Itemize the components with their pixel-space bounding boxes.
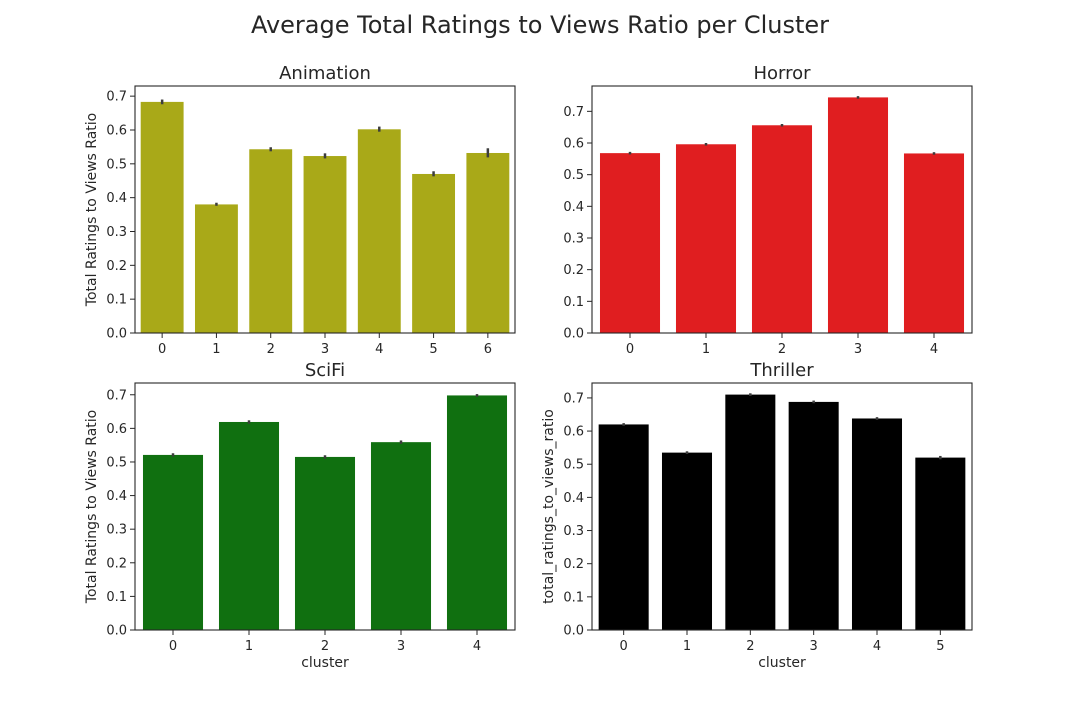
x-tick-label-scifi: 1 bbox=[245, 639, 253, 654]
x-tick-label-thriller: 0 bbox=[620, 639, 628, 654]
subplot-title-scifi: SciFi bbox=[305, 360, 345, 381]
y-tick-label-scifi: 0.0 bbox=[106, 624, 127, 639]
x-tick-label-horror: 0 bbox=[626, 342, 634, 357]
x-tick-label-horror: 2 bbox=[778, 342, 786, 357]
y-tick-label-thriller: 0.7 bbox=[563, 391, 584, 406]
x-tick-label-horror: 3 bbox=[854, 342, 862, 357]
y-tick-label-scifi: 0.2 bbox=[106, 556, 127, 571]
y-tick-label-horror: 0.4 bbox=[563, 200, 584, 215]
subplot-grid: 0.0 0.1 0.2 0.3 0.4 0.5 0.6 0.7 0 1 2 3 4 5 6 Animation… bbox=[84, 63, 973, 671]
y-tick-label-horror: 0.5 bbox=[563, 168, 584, 183]
x-tick-label-thriller: 1 bbox=[683, 639, 691, 654]
y-tick-label-animation: 0.4 bbox=[106, 191, 127, 206]
bar-thriller-4 bbox=[851, 418, 903, 630]
y-tick-label-scifi: 0.6 bbox=[106, 422, 127, 437]
x-axis-label-scifi: cluster bbox=[301, 655, 349, 671]
bar-animation-3 bbox=[303, 156, 347, 333]
y-tick-label-animation: 0.7 bbox=[106, 90, 127, 105]
y-tick-label-thriller: 0.2 bbox=[563, 557, 584, 572]
bar-horror-3 bbox=[827, 97, 889, 334]
bar-scifi-1 bbox=[218, 421, 280, 630]
y-axis-label-animation: Total Ratings to Views Ratio bbox=[84, 113, 100, 307]
x-axis-label-thriller: cluster bbox=[758, 655, 806, 671]
y-tick-label-scifi: 0.4 bbox=[106, 489, 127, 504]
y-axis-label-scifi: Total Ratings to Views Ratio bbox=[84, 410, 100, 604]
y-tick-label-animation: 0.0 bbox=[106, 327, 127, 342]
y-tick-label-horror: 0.7 bbox=[563, 105, 584, 120]
y-tick-label-horror: 0.2 bbox=[563, 263, 584, 278]
x-tick-label-animation: 1 bbox=[212, 342, 220, 357]
y-tick-label-horror: 0.1 bbox=[563, 295, 584, 310]
bar-scifi-2 bbox=[294, 456, 356, 630]
bar-thriller-3 bbox=[788, 401, 839, 630]
y-tick-label-animation: 0.5 bbox=[106, 157, 127, 172]
y-tick-label-thriller: 0.3 bbox=[563, 524, 584, 539]
y-tick-label-scifi: 0.1 bbox=[106, 590, 127, 605]
y-tick-label-animation: 0.1 bbox=[106, 293, 127, 308]
bar-horror-4 bbox=[903, 153, 965, 333]
y-tick-label-thriller: 0.0 bbox=[563, 624, 584, 639]
bar-scifi-0 bbox=[142, 454, 204, 630]
bar-scifi-4 bbox=[446, 395, 508, 630]
x-tick-label-thriller: 5 bbox=[936, 639, 944, 654]
bar-animation-4 bbox=[357, 129, 401, 333]
x-tick-label-horror: 1 bbox=[702, 342, 710, 357]
y-tick-label-horror: 0.6 bbox=[563, 137, 584, 152]
figure-title: Average Total Ratings to Views Ratio per… bbox=[251, 11, 829, 39]
subplot-title-horror: Horror bbox=[753, 63, 811, 84]
panel-scifi: 0.0 0.1 0.2 0.3 0.4 0.5 0.6 0.7 0 1 2 3 4 SciFi Total … bbox=[84, 360, 516, 671]
bar-thriller-1 bbox=[661, 452, 713, 630]
y-tick-label-thriller: 0.4 bbox=[563, 491, 584, 506]
bar-animation-6 bbox=[466, 152, 510, 333]
bar-animation-5 bbox=[412, 173, 456, 333]
x-tick-label-thriller: 4 bbox=[873, 639, 881, 654]
x-tick-label-horror: 4 bbox=[930, 342, 938, 357]
panel-thriller: 0.0 0.1 0.2 0.3 0.4 0.5 0.6 0.7 0 1 2 3 4 5 Thriller to… bbox=[541, 360, 973, 671]
x-tick-label-scifi: 0 bbox=[169, 639, 177, 654]
y-tick-label-scifi: 0.5 bbox=[106, 455, 127, 470]
bar-horror-2 bbox=[751, 125, 813, 334]
x-tick-label-animation: 3 bbox=[321, 342, 329, 357]
subplot-title-animation: Animation bbox=[279, 63, 371, 84]
y-tick-label-animation: 0.2 bbox=[106, 259, 127, 274]
y-tick-label-animation: 0.3 bbox=[106, 225, 127, 240]
y-tick-label-horror: 0.3 bbox=[563, 232, 584, 247]
bar-scifi-3 bbox=[370, 442, 432, 630]
x-tick-label-animation: 5 bbox=[429, 342, 437, 357]
axes-frame-thriller bbox=[591, 382, 973, 631]
y-tick-label-thriller: 0.5 bbox=[563, 458, 584, 473]
bar-horror-1 bbox=[675, 144, 737, 333]
bar-animation-1 bbox=[194, 204, 238, 333]
x-tick-label-animation: 4 bbox=[375, 342, 383, 357]
y-axis-label-thriller: total_ratings_to_views_ratio bbox=[541, 409, 557, 604]
bar-animation-2 bbox=[249, 149, 293, 333]
bar-animation-0 bbox=[140, 101, 184, 334]
bar-thriller-5 bbox=[915, 457, 966, 630]
y-tick-label-scifi: 0.7 bbox=[106, 388, 127, 403]
y-tick-label-animation: 0.6 bbox=[106, 123, 127, 138]
y-tick-label-thriller: 0.1 bbox=[563, 590, 584, 605]
x-tick-label-animation: 6 bbox=[484, 342, 492, 357]
bar-thriller-0 bbox=[598, 424, 649, 630]
x-tick-label-animation: 0 bbox=[158, 342, 166, 357]
x-tick-label-thriller: 3 bbox=[810, 639, 818, 654]
y-tick-label-horror: 0.0 bbox=[563, 327, 584, 342]
x-tick-label-scifi: 2 bbox=[321, 639, 329, 654]
bar-horror-0 bbox=[599, 153, 661, 333]
x-tick-label-scifi: 3 bbox=[397, 639, 405, 654]
x-tick-label-thriller: 2 bbox=[746, 639, 754, 654]
y-tick-label-scifi: 0.3 bbox=[106, 523, 127, 538]
bar-thriller-2 bbox=[725, 394, 776, 630]
y-tick-label-thriller: 0.6 bbox=[563, 425, 584, 440]
panel-horror: 0.0 0.1 0.2 0.3 0.4 0.5 0.6 0.7 0 1 2 3 4 Horror bbox=[563, 63, 973, 357]
panel-animation: 0.0 0.1 0.2 0.3 0.4 0.5 0.6 0.7 0 1 2 3 4 5 6 Animation… bbox=[84, 63, 516, 357]
x-tick-label-animation: 2 bbox=[267, 342, 275, 357]
subplot-title-thriller: Thriller bbox=[749, 360, 814, 381]
x-tick-label-scifi: 4 bbox=[473, 639, 481, 654]
